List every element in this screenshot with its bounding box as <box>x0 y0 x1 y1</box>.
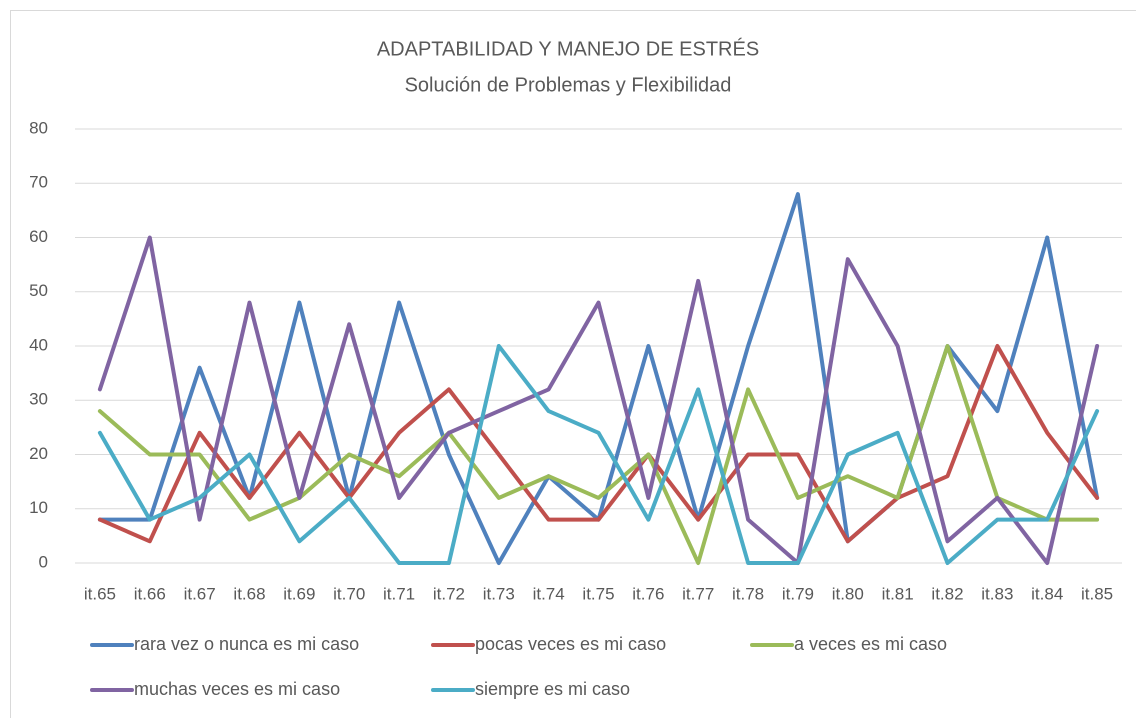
legend-label: siempre es mi caso <box>475 679 630 699</box>
chart-border <box>10 10 1136 718</box>
y-tick-label: 60 <box>29 227 48 246</box>
x-tick-label: it.75 <box>582 584 614 603</box>
x-tick-label: it.69 <box>283 584 315 603</box>
chart-subtitle: Solución de Problemas y Flexibilidad <box>405 74 732 96</box>
legend-label: rara vez o nunca es mi caso <box>134 634 359 654</box>
chart-title: ADAPTABILIDAD Y MANEJO DE ESTRÉS <box>377 37 759 60</box>
x-tick-label: it.79 <box>782 584 814 603</box>
x-tick-label: it.76 <box>632 584 664 603</box>
x-tick-label: it.67 <box>184 584 216 603</box>
series-line <box>97 344 1100 565</box>
x-tick-label: it.84 <box>1031 584 1063 603</box>
y-tick-label: 10 <box>29 498 48 517</box>
y-tick-label: 20 <box>29 444 48 463</box>
x-tick-label: it.81 <box>882 584 914 603</box>
x-tick-label: it.71 <box>383 584 415 603</box>
x-tick-label: it.68 <box>233 584 265 603</box>
x-tick-label: it.70 <box>333 584 365 603</box>
legend-label: a veces es mi caso <box>794 634 947 654</box>
x-tick-label: it.80 <box>832 584 864 603</box>
series-line <box>97 344 1100 565</box>
y-tick-label: 70 <box>29 173 48 192</box>
y-tick-label: 30 <box>29 390 48 409</box>
y-tick-label: 80 <box>29 118 48 137</box>
y-tick-label: 0 <box>39 552 48 571</box>
x-tick-label: it.72 <box>433 584 465 603</box>
legend-label: muchas veces es mi caso <box>134 679 340 699</box>
x-tick-label: it.85 <box>1081 584 1113 603</box>
x-tick-label: it.66 <box>134 584 166 603</box>
x-tick-label: it.82 <box>931 584 963 603</box>
y-tick-label: 40 <box>29 335 48 354</box>
x-tick-label: it.74 <box>533 584 565 603</box>
x-tick-label: it.77 <box>682 584 714 603</box>
y-tick-label: 50 <box>29 281 48 300</box>
series-line <box>97 235 1100 565</box>
x-tick-label: it.78 <box>732 584 764 603</box>
x-tick-label: it.83 <box>981 584 1013 603</box>
legend-label: pocas veces es mi caso <box>475 634 666 654</box>
x-tick-label: it.73 <box>483 584 515 603</box>
x-tick-label: it.65 <box>84 584 116 603</box>
